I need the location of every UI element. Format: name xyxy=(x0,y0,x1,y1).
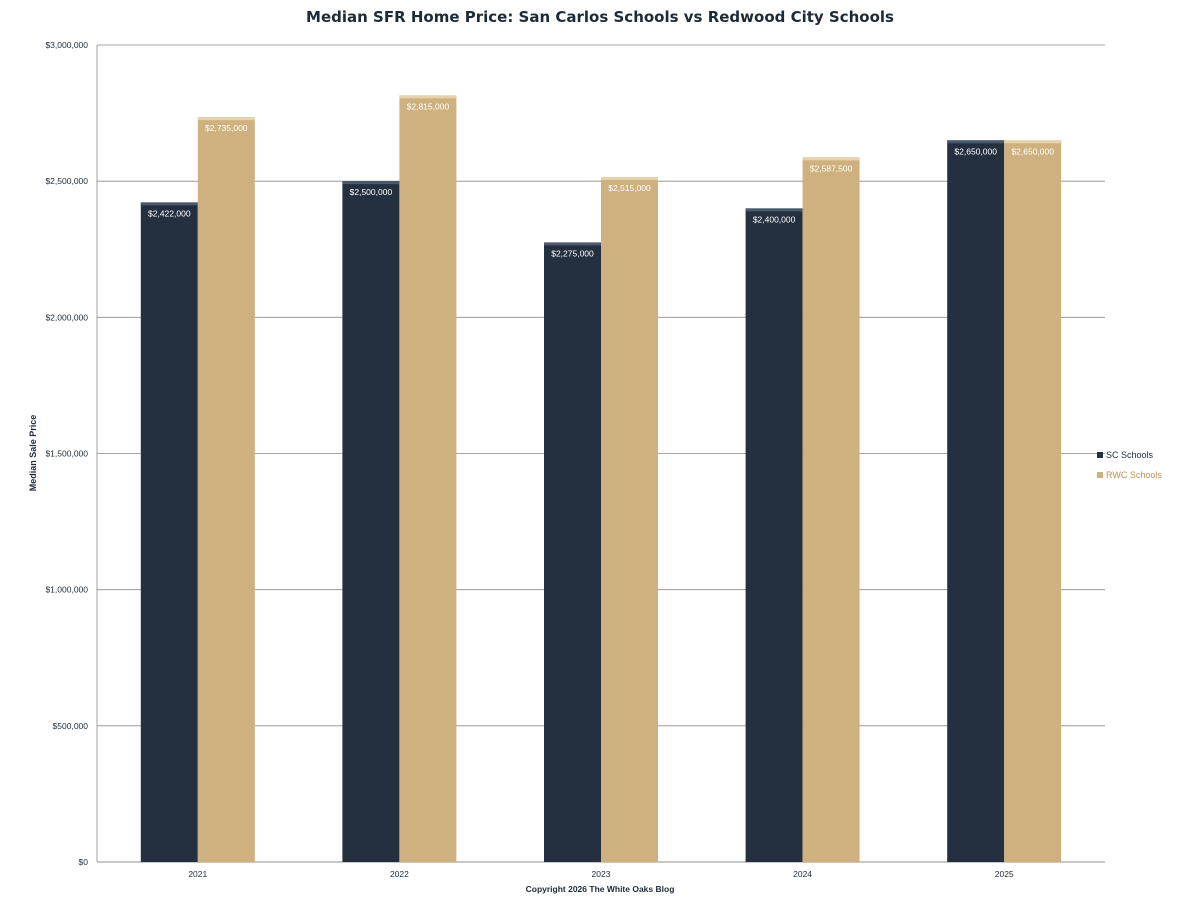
bar-top-edge xyxy=(947,140,1004,143)
bar-top-edge xyxy=(601,177,658,180)
x-tick-label: 2025 xyxy=(995,869,1014,879)
y-tick-label: $2,000,000 xyxy=(45,312,88,322)
y-tick-label: $1,500,000 xyxy=(45,449,88,459)
data-label: $2,500,000 xyxy=(350,187,393,197)
data-label: $2,735,000 xyxy=(205,123,248,133)
legend-item: RWC Schools xyxy=(1097,468,1162,482)
bar xyxy=(399,95,456,862)
legend-label: RWC Schools xyxy=(1106,470,1162,480)
bar-top-edge xyxy=(544,242,601,245)
bar-top-edge xyxy=(1004,140,1061,143)
bar xyxy=(342,181,399,862)
data-label: $2,587,500 xyxy=(810,163,853,173)
bar xyxy=(1004,140,1061,862)
y-tick-label: $2,500,000 xyxy=(45,176,88,186)
x-tick-label: 2022 xyxy=(390,869,409,879)
legend-item: SC Schools xyxy=(1097,448,1162,462)
legend-swatch xyxy=(1097,452,1103,458)
bar xyxy=(746,208,803,862)
data-label: $2,515,000 xyxy=(608,183,651,193)
x-axis-label: Copyright 2026 The White Oaks Blog xyxy=(0,884,1200,894)
bar xyxy=(803,157,860,862)
bar xyxy=(947,140,1004,862)
bar-top-edge xyxy=(803,157,860,160)
legend: SC Schools RWC Schools xyxy=(1097,448,1162,488)
bar-top-edge xyxy=(141,202,198,205)
bar xyxy=(601,177,658,862)
y-tick-label: $3,000,000 xyxy=(45,40,88,50)
bar-top-edge xyxy=(198,117,255,120)
x-tick-label: 2024 xyxy=(793,869,812,879)
y-tick-label: $500,000 xyxy=(53,721,89,731)
x-tick-label: 2021 xyxy=(188,869,207,879)
bar xyxy=(141,202,198,862)
bar-top-edge xyxy=(399,95,456,98)
data-label: $2,400,000 xyxy=(753,214,796,224)
legend-swatch xyxy=(1097,472,1103,478)
data-label: $2,650,000 xyxy=(954,146,997,156)
y-tick-label: $1,000,000 xyxy=(45,585,88,595)
bar xyxy=(198,117,255,862)
data-label: $2,650,000 xyxy=(1011,146,1054,156)
data-label: $2,422,000 xyxy=(148,208,191,218)
y-tick-label: $0 xyxy=(79,857,89,867)
bar-top-edge xyxy=(746,208,803,211)
legend-label: SC Schools xyxy=(1106,450,1153,460)
bar-top-edge xyxy=(342,181,399,184)
data-label: $2,275,000 xyxy=(551,248,594,258)
x-tick-label: 2023 xyxy=(592,869,611,879)
data-label: $2,815,000 xyxy=(407,101,450,111)
bar xyxy=(544,242,601,862)
